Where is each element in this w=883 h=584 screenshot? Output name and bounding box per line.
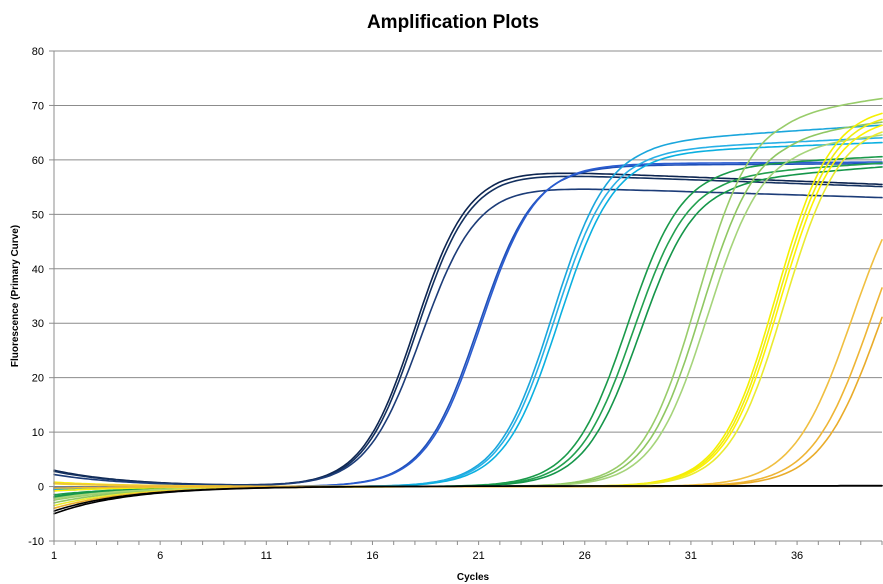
y-tick-label: 0 — [38, 482, 44, 494]
y-tick-label: 60 — [32, 155, 44, 167]
plot-area — [53, 97, 883, 515]
x-tick-label: 31 — [685, 550, 697, 562]
amplification-curve — [53, 287, 883, 489]
y-tick-label: 80 — [32, 46, 44, 58]
y-tick-label: 30 — [32, 318, 44, 330]
amplification-curve — [53, 172, 883, 486]
amplification-curve — [53, 175, 883, 486]
x-tick-label: 21 — [472, 550, 484, 562]
y-tick-label: 10 — [32, 427, 44, 439]
x-tick-label: 36 — [791, 550, 803, 562]
amplification-curve — [53, 484, 883, 512]
amplification-curve — [53, 131, 883, 507]
x-tick-label: 11 — [261, 550, 272, 562]
x-axis-label: Cycles — [457, 572, 490, 583]
chart-title: Amplification Plots — [367, 12, 539, 33]
y-tick-label: 70 — [32, 100, 44, 112]
amplification-curve — [53, 161, 883, 491]
amplification-curve — [53, 134, 883, 500]
gridlines — [54, 50, 882, 542]
y-tick-label: 50 — [32, 209, 44, 221]
y-tick-label: 40 — [32, 264, 44, 276]
amplification-curve — [53, 112, 883, 488]
x-tick-label: 1 — [51, 550, 57, 562]
x-tick-label: 6 — [157, 550, 163, 562]
x-tick-label: 16 — [366, 550, 378, 562]
amplification-curve — [53, 97, 883, 501]
amplification-curve — [53, 166, 883, 498]
y-tick-label: 20 — [32, 373, 44, 385]
y-axis-label: Fluorescence (Primary Curve) — [10, 225, 21, 367]
amplification-curve — [53, 188, 883, 486]
y-tick-label: -10 — [28, 536, 44, 548]
x-tick-label: 26 — [579, 550, 591, 562]
